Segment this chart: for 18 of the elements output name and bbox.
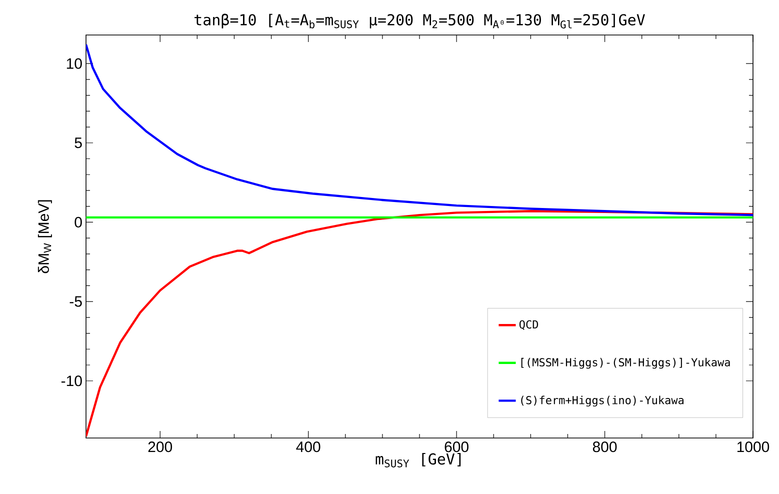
x-tick-label: 600 [444, 442, 468, 452]
x-tick-label: 800 [592, 442, 617, 452]
y-axis-title: δM$_{W}$ [MeV] [38, 200, 52, 274]
x-tick-label: 400 [296, 442, 320, 452]
text: m$_{SUSY}$ [GeV] [376, 453, 461, 468]
legend-label: QCD [520, 320, 538, 330]
y-tick-label: -10 [61, 376, 82, 386]
x-tick-label: 200 [148, 442, 172, 452]
y-tick-label: 10 [66, 58, 82, 69]
y-tick-label: 0 [74, 216, 82, 228]
legend-label: (S)ferm+Higgs(ino)-Yukawa [521, 396, 684, 407]
y-tick-label: -5 [70, 296, 82, 307]
chart-title: tanβ=10 [A$_{t}$=A$_{b}$=m$_{SUSY}$ μ=200 M$_{2}$=500 M$_{A⁰}$=130 M$_{Gl}$=250]GeV [194, 14, 645, 28]
x-tick-label: 1000 [737, 442, 770, 452]
legend-label: [(MSSM-Higgs)-(SM-Higgs)]-Yukawa [521, 358, 730, 369]
y-tick-label: 5 [74, 138, 82, 148]
line-series [86, 43, 753, 216]
line-series [86, 210, 753, 438]
